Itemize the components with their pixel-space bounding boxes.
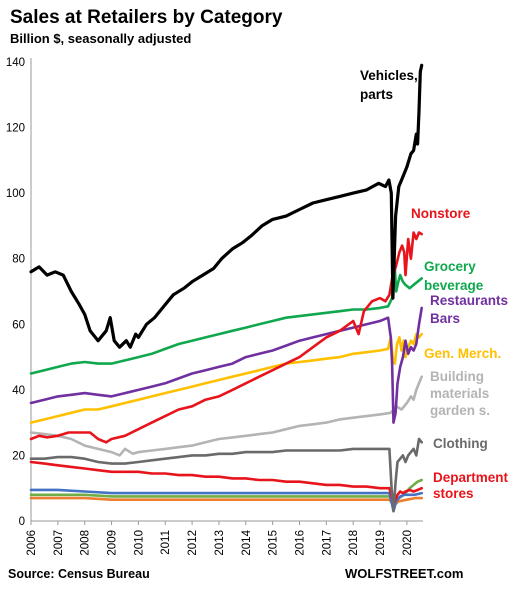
series-line bbox=[29, 488, 423, 513]
series-label: Nonstore bbox=[411, 206, 471, 221]
x-tick-label: 2012 bbox=[187, 530, 199, 556]
x-tick-label: 2019 bbox=[375, 530, 387, 556]
series-label: Clothing bbox=[433, 436, 488, 451]
x-tick-label: 2006 bbox=[26, 530, 38, 556]
credit: WOLFSTREET.com bbox=[345, 566, 463, 581]
source-note: Source: Census Bureau bbox=[8, 567, 150, 581]
series-lines bbox=[29, 63, 424, 513]
x-tick-label: 2008 bbox=[80, 530, 92, 556]
series-label: Department stores bbox=[433, 470, 509, 501]
y-axis-ticks: 0 20 40 60 80 100 120 140 bbox=[6, 57, 25, 528]
series-label: Gen. Merch. bbox=[424, 346, 501, 361]
x-tick-label: 2009 bbox=[107, 530, 119, 556]
x-tick-label: 2018 bbox=[348, 530, 360, 556]
x-tick-label: 2013 bbox=[214, 530, 226, 556]
y-tick-label: 140 bbox=[6, 57, 25, 69]
x-tick-label: 2007 bbox=[53, 530, 65, 556]
y-tick-label: 100 bbox=[6, 188, 25, 200]
series-line bbox=[29, 375, 423, 457]
series-label: Vehicles, parts bbox=[360, 68, 418, 102]
series-labels: Vehicles, parts Nonstore Grocery beverageRes… bbox=[360, 68, 509, 501]
y-tick-label: 120 bbox=[6, 123, 25, 135]
series-label: Grocery beverage bbox=[424, 259, 484, 293]
x-tick-label: 2016 bbox=[294, 530, 306, 556]
y-tick-label: 80 bbox=[12, 254, 25, 266]
y-tick-label: 40 bbox=[12, 385, 25, 397]
y-tick-label: 20 bbox=[12, 450, 25, 462]
x-tick-label: 2010 bbox=[133, 530, 145, 556]
x-tick-label: 2020 bbox=[402, 530, 414, 556]
y-tick-label: 0 bbox=[19, 516, 25, 528]
series-line bbox=[29, 460, 423, 503]
x-tick-label: 2015 bbox=[268, 530, 280, 556]
chart-subtitle: Billion $, seasonally adjusted bbox=[10, 31, 191, 46]
chart-title: Sales at Retailers by Category bbox=[10, 7, 283, 28]
axes bbox=[30, 58, 423, 522]
series-line bbox=[29, 496, 423, 506]
x-tick-label: 2017 bbox=[321, 530, 333, 556]
series-line bbox=[29, 332, 423, 424]
series-line bbox=[29, 231, 423, 444]
x-axis-ticks: 2006 2007 2008 2009 2010 2011 2012 2013 2014 2015… bbox=[26, 521, 414, 556]
x-tick-label: 2011 bbox=[160, 530, 172, 555]
series-label: Building materials garden s. bbox=[430, 369, 490, 418]
x-tick-label: 2014 bbox=[241, 529, 253, 555]
series-label: Restaurants Bars bbox=[430, 293, 508, 326]
series-line bbox=[29, 306, 423, 424]
series-line bbox=[29, 63, 424, 349]
series-line bbox=[29, 437, 423, 513]
y-tick-label: 60 bbox=[12, 319, 25, 331]
series-line bbox=[29, 254, 423, 375]
